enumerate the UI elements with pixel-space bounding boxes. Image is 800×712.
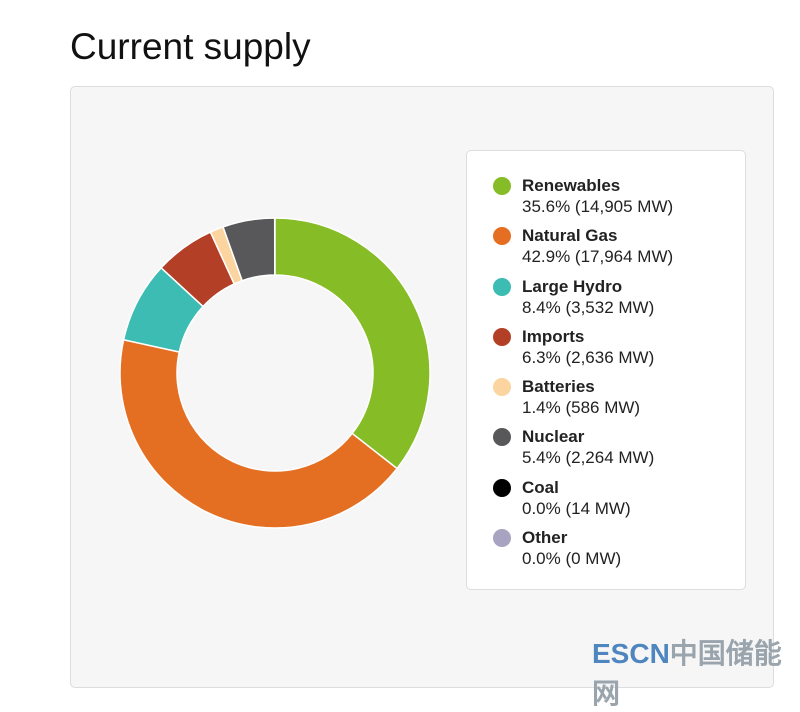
legend-item-nuclear[interactable]: Nuclear 5.4% (2,264 MW) bbox=[491, 426, 745, 476]
legend-item-imports[interactable]: Imports 6.3% (2,636 MW) bbox=[491, 326, 745, 376]
legend-value: 6.3% (2,636 MW) bbox=[522, 347, 655, 367]
legend-name: Nuclear bbox=[522, 427, 585, 447]
legend-swatch bbox=[493, 378, 511, 397]
legend-item-natural-gas[interactable]: Natural Gas 42.9% (17,964 MW) bbox=[491, 225, 745, 275]
legend: Renewables 35.6% (14,905 MW) Natural Gas 42… bbox=[466, 150, 746, 590]
legend-name: Natural Gas bbox=[522, 226, 618, 246]
legend-swatch bbox=[493, 277, 511, 296]
legend-swatch bbox=[493, 428, 511, 447]
watermark-logo: ESCN中国储能网 bbox=[592, 638, 782, 709]
donut-chart bbox=[119, 217, 431, 529]
legend-name: Renewables bbox=[522, 176, 621, 195]
legend-value: 1.4% (586 MW) bbox=[522, 398, 641, 418]
slice-nuclear[interactable] bbox=[222, 217, 276, 282]
legend-value: 0.0% (14 MW) bbox=[522, 498, 631, 518]
legend-name: Other bbox=[522, 528, 568, 548]
legend-item-renewables[interactable]: Renewables 35.6% (14,905 MW) bbox=[491, 175, 745, 225]
legend-swatch bbox=[493, 227, 511, 246]
legend-swatch bbox=[493, 478, 511, 497]
legend-item-coal[interactable]: Coal 0.0% (14 MW) bbox=[491, 477, 745, 527]
legend-name: Batteries bbox=[522, 377, 595, 397]
legend-value: 42.9% (17,964 MW) bbox=[522, 247, 674, 267]
page-title: Current supply bbox=[70, 26, 311, 67]
legend-swatch bbox=[493, 327, 511, 346]
legend-item-large-hydro[interactable]: Large Hydro 8.4% (3,532 MW) bbox=[491, 276, 745, 326]
legend-item-batteries[interactable]: Batteries 1.4% (586 MW) bbox=[491, 376, 745, 426]
legend-value: 0.0% (0 MW) bbox=[522, 549, 622, 569]
slice-natural-gas[interactable] bbox=[119, 338, 399, 529]
legend-swatch bbox=[493, 529, 511, 548]
legend-swatch bbox=[493, 177, 511, 195]
slice-renewables[interactable] bbox=[274, 217, 431, 470]
legend-value: 5.4% (2,264 MW) bbox=[522, 448, 655, 468]
legend-name: Imports bbox=[522, 326, 585, 346]
legend-name: Coal bbox=[522, 477, 559, 497]
legend-value: 8.4% (3,532 MW) bbox=[522, 297, 655, 317]
legend-value: 35.6% (14,905 MW) bbox=[522, 197, 674, 216]
legend-name: Large Hydro bbox=[522, 276, 623, 296]
legend-item-other[interactable]: Other 0.0% (0 MW) bbox=[491, 527, 745, 577]
